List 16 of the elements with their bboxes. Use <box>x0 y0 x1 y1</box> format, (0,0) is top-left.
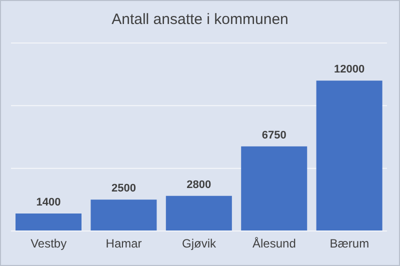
bar <box>166 196 232 231</box>
x-tick-label: Gjøvik <box>182 236 217 251</box>
x-tick-label: Hamar <box>106 236 142 251</box>
data-label: 6750 <box>262 129 286 142</box>
x-tick-label: Ålesund <box>252 236 296 251</box>
x-tick-label: Vestby <box>30 236 67 251</box>
data-label: 2800 <box>186 178 212 191</box>
data-label: 12000 <box>334 64 365 76</box>
bar <box>316 80 382 231</box>
bar <box>16 213 82 231</box>
data-label: 2500 <box>111 182 136 195</box>
bar <box>241 146 308 231</box>
chart-title: Antall ansatte i kommunen <box>110 11 290 28</box>
bar <box>90 200 157 231</box>
data-label: 1400 <box>36 196 61 208</box>
x-tick-label: Bærum <box>330 236 370 251</box>
